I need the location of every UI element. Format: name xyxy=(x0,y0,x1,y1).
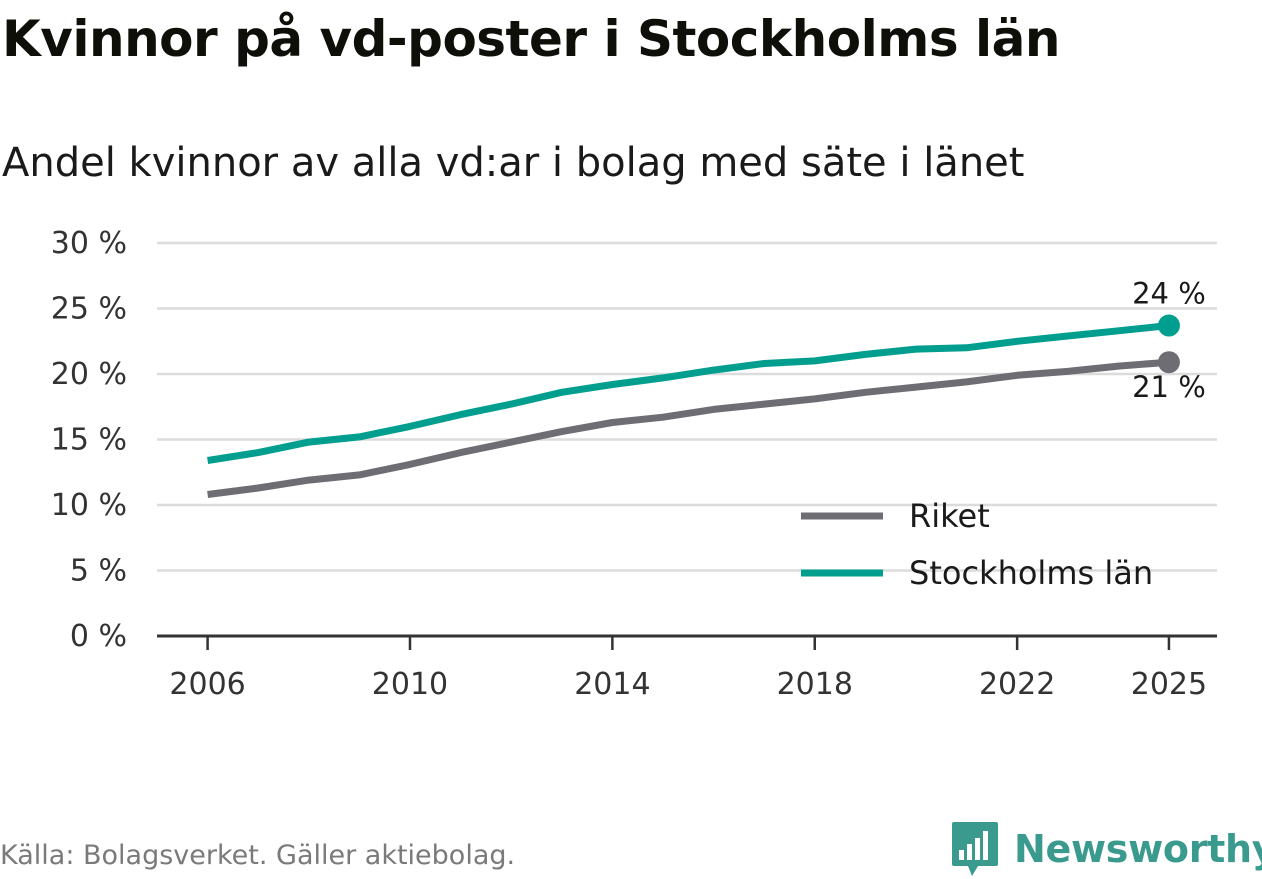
end-label-stockholms-ln: 24 % xyxy=(1132,277,1206,311)
series-lines: 21 % 24 % xyxy=(207,277,1206,498)
line-chart: 0 %5 %10 %15 %20 %25 %30 % 2006 2010 2014 2… xyxy=(51,226,1217,702)
x-tick-label: 2025 xyxy=(1131,667,1207,702)
x-tick-label: 2010 xyxy=(372,667,448,702)
chart-subtitle: Andel kvinnor av alla vd:ar i bolag med … xyxy=(2,140,1025,186)
y-tick-label: 0 % xyxy=(70,619,127,654)
grid-lines xyxy=(157,241,1217,572)
legend-label-stockholms-ln: Stockholms län xyxy=(909,554,1153,592)
y-tick-label: 10 % xyxy=(51,488,127,523)
y-tick-label: 15 % xyxy=(51,423,127,458)
y-tick-label: 20 % xyxy=(51,357,127,392)
series-endpoint-stockholms-ln xyxy=(1157,314,1180,337)
x-tick-label: 2022 xyxy=(979,667,1055,702)
y-tick-label: 25 % xyxy=(51,292,127,327)
series-line-riket xyxy=(207,358,1170,498)
chart-title: Kvinnor på vd-poster i Stockholms län xyxy=(2,10,1060,68)
y-axis-tick-labels: 0 % 5 % 10 % 15 % 20 % 25 % 30 % xyxy=(51,226,127,654)
x-axis: 2006 2010 2014 2018 2022 2025 xyxy=(157,634,1217,702)
y-tick-label: 5 % xyxy=(70,554,127,589)
bar-chart-icon xyxy=(952,822,998,876)
legend: Riket Stockholms län xyxy=(801,497,1153,592)
legend-label-riket: Riket xyxy=(909,497,990,535)
y-tick-label: 30 % xyxy=(51,226,127,261)
source-note: Källa: Bolagsverket. Gäller aktiebolag. xyxy=(0,840,516,871)
end-label-riket: 21 % xyxy=(1132,370,1206,404)
x-tick-label: 2018 xyxy=(777,667,853,702)
series-line-stockholms-ln xyxy=(207,322,1170,464)
brand-name: Newsworthy xyxy=(1014,827,1262,871)
x-tick-label: 2006 xyxy=(169,667,245,702)
x-tick-label: 2014 xyxy=(574,667,650,702)
series-endpoint-riket xyxy=(1157,351,1180,374)
brand-logo: Newsworthy xyxy=(950,820,1262,878)
